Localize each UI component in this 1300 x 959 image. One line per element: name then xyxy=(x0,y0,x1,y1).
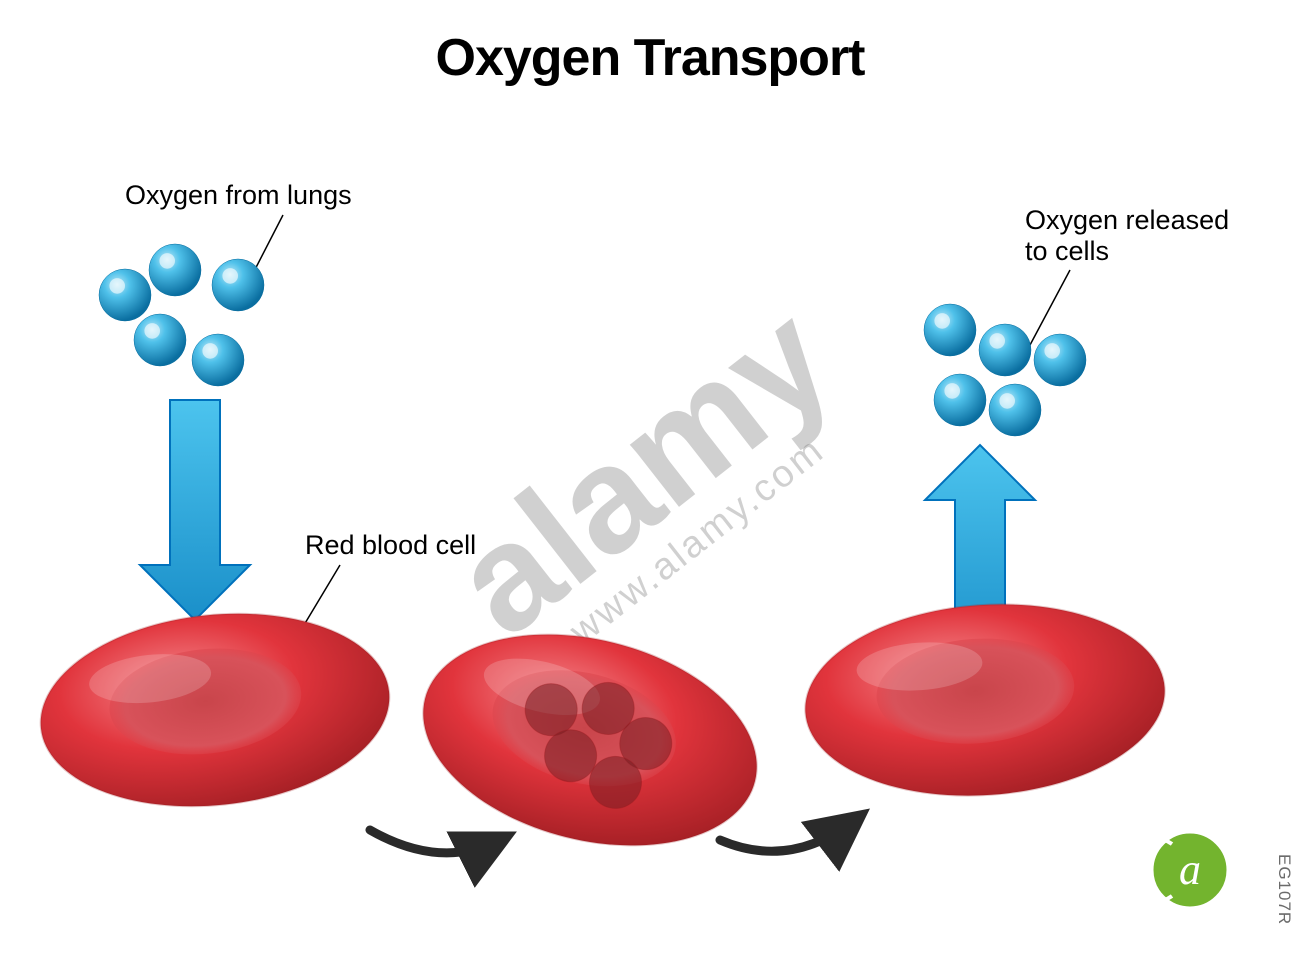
oxygen-molecule xyxy=(192,334,244,386)
oxygen-molecule xyxy=(1034,334,1086,386)
diagram-stage: Oxygen Transport Oxygen from lungs Red b… xyxy=(0,0,1300,959)
red-blood-cell xyxy=(31,597,399,823)
oxygen-molecules xyxy=(99,244,1086,436)
leader-line xyxy=(1030,270,1070,345)
oxygen-molecule xyxy=(989,384,1041,436)
flow-arrow xyxy=(720,820,855,851)
oxygen-molecule xyxy=(212,259,264,311)
oxygen-molecule xyxy=(134,314,186,366)
oxygen-molecule xyxy=(149,244,201,296)
alamy-logo: a xyxy=(1121,832,1228,908)
diagram-svg: a xyxy=(0,0,1300,959)
leader-lines xyxy=(248,215,1070,640)
flow-arrow xyxy=(370,830,500,853)
oxygen-molecule xyxy=(99,269,151,321)
oxygen-molecule xyxy=(924,304,976,356)
red-blood-cell xyxy=(799,593,1171,808)
oxygen-molecule xyxy=(979,324,1031,376)
arrow-down xyxy=(140,400,250,620)
red-blood-cells xyxy=(31,593,1171,878)
svg-text:a: a xyxy=(1179,845,1201,894)
oxygen-molecule xyxy=(934,374,986,426)
